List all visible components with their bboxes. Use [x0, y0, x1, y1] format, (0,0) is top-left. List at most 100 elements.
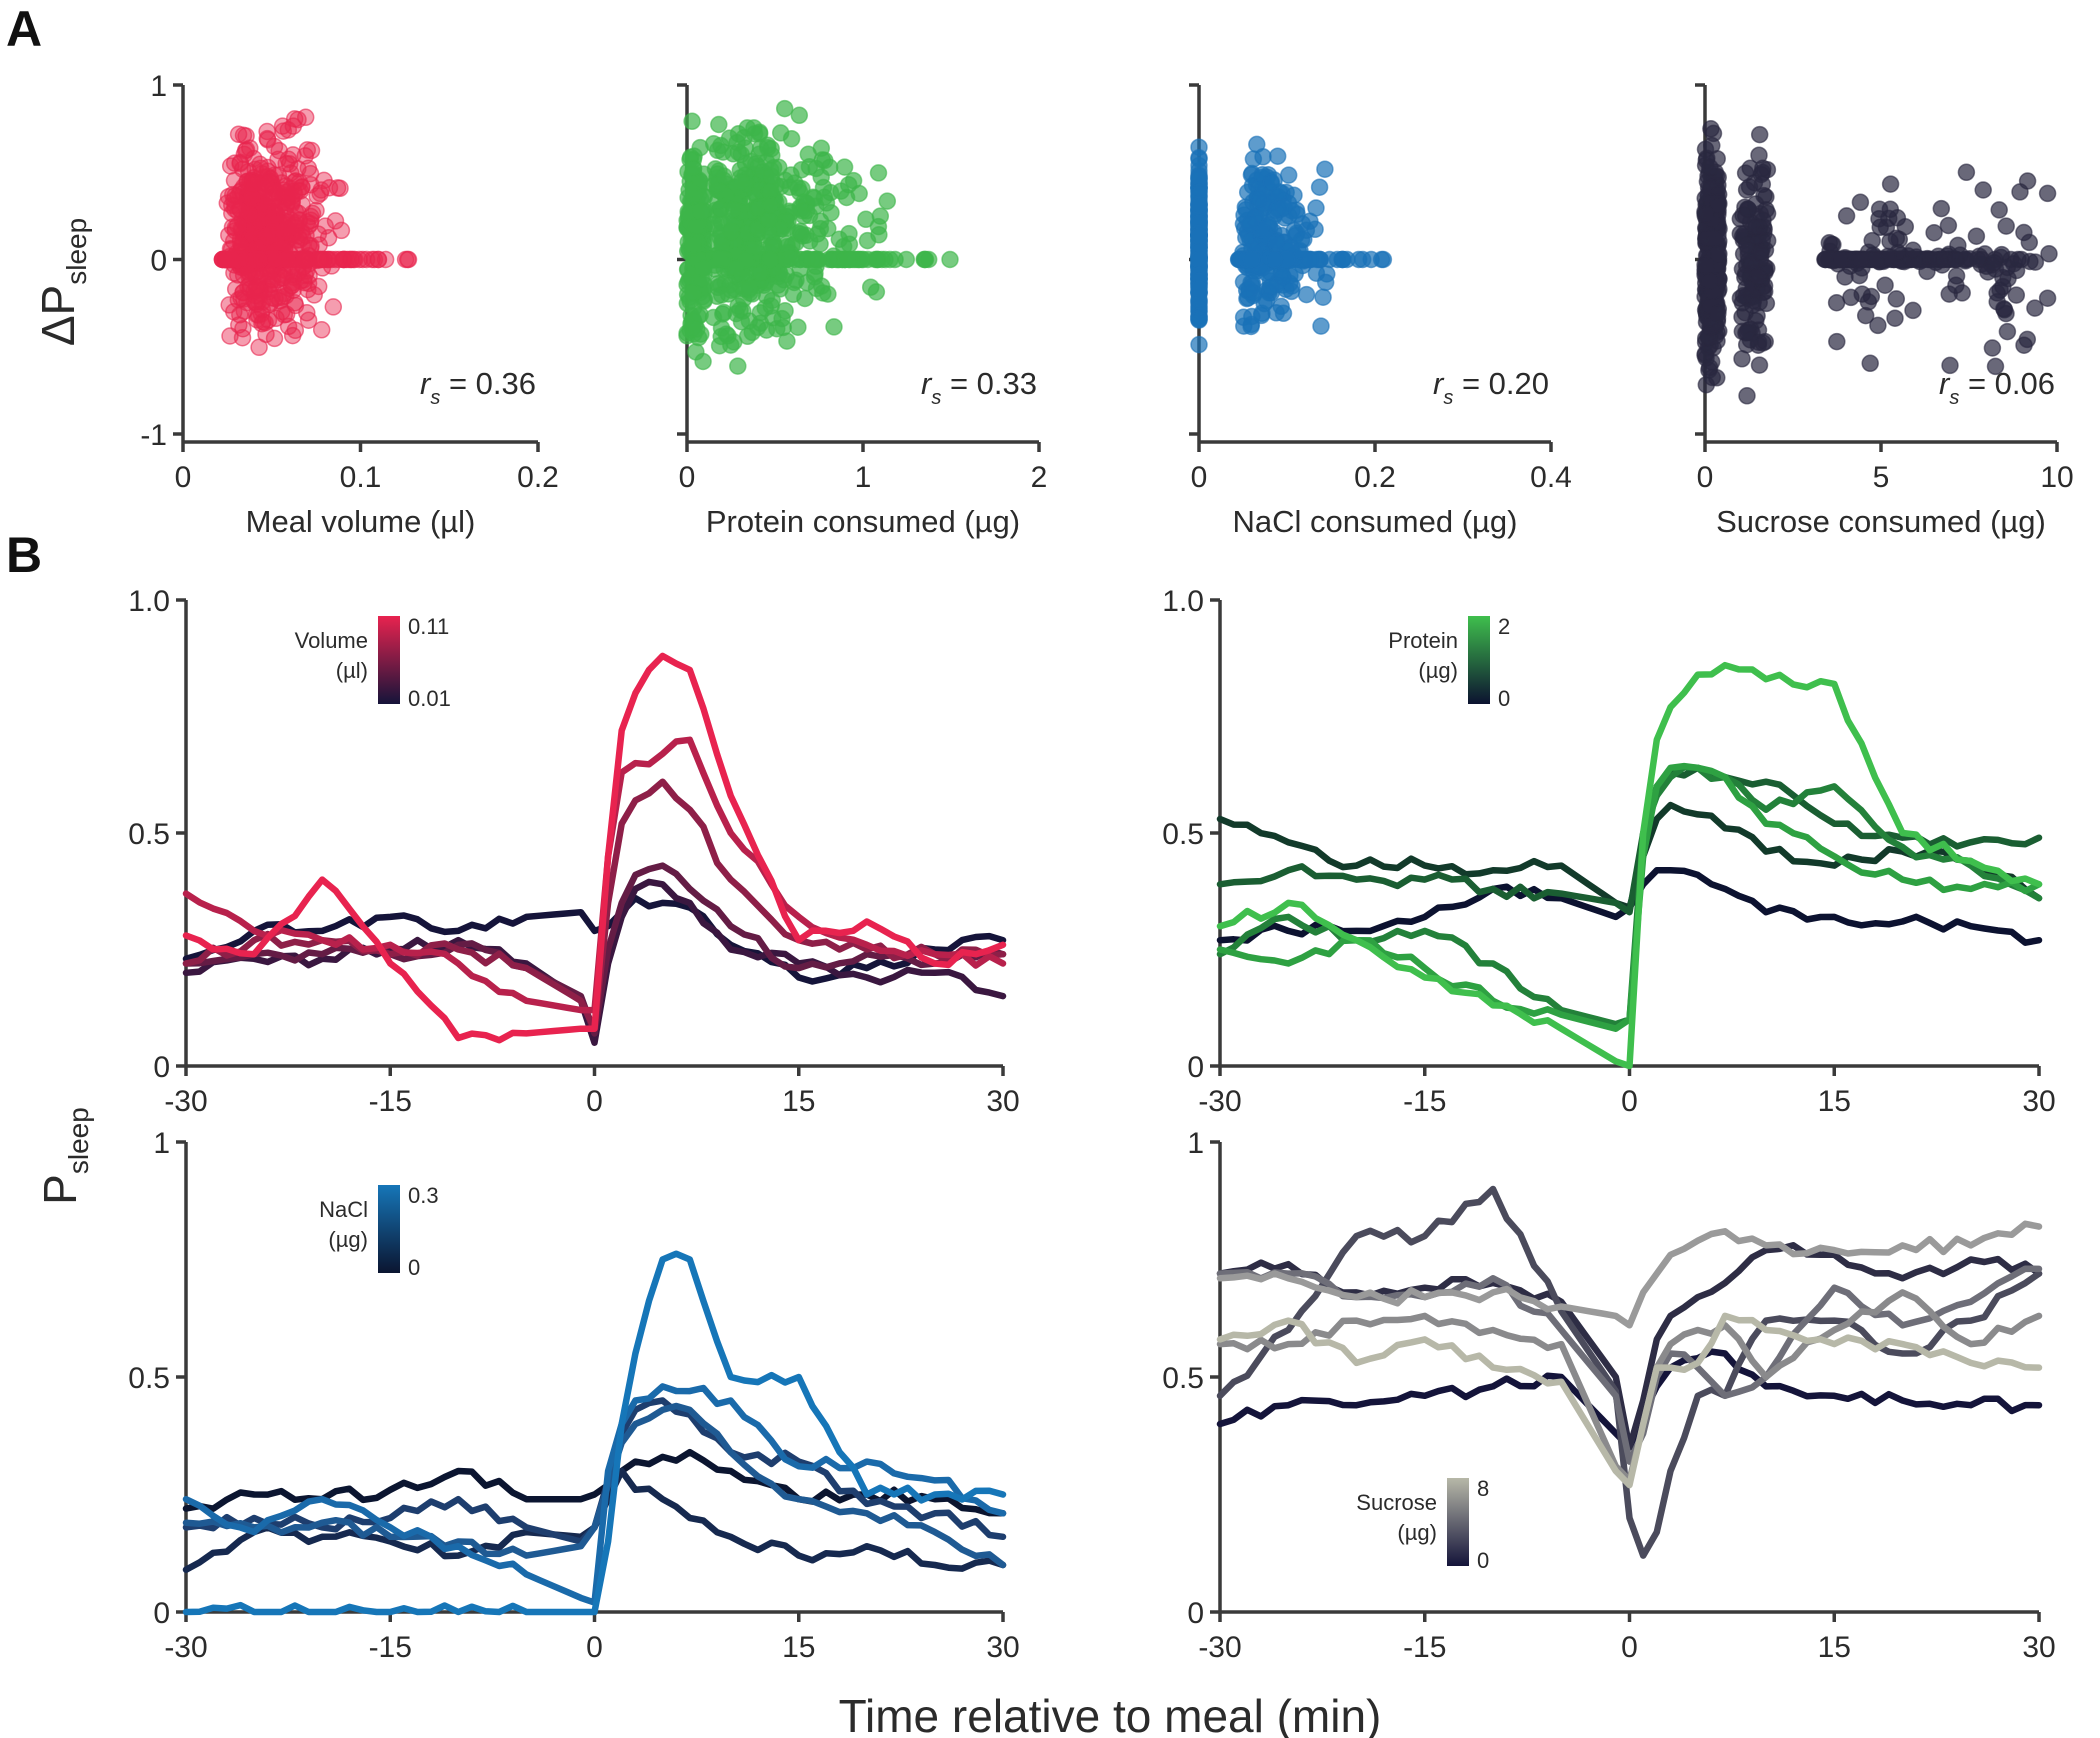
series-lines	[182, 1250, 1007, 1616]
scatter-point	[2038, 289, 2057, 307]
scatter-point	[300, 266, 318, 285]
scatter-point	[1990, 201, 2008, 219]
x-tick-label: 15	[782, 1085, 815, 1118]
scatter-point	[705, 215, 723, 234]
scatter-point	[684, 236, 702, 254]
x-tick-label: 30	[986, 1085, 1019, 1118]
colorbar: 2 0 Protein (µg)	[1388, 614, 1510, 711]
x-tick-label: 0	[1621, 1085, 1638, 1118]
scatter-point	[684, 283, 702, 302]
scatter-point	[748, 318, 767, 337]
x-tick-label: 5	[1873, 461, 1890, 494]
panel-b-ylabel: Psleep	[34, 1107, 94, 1205]
y-tick-label: 1	[150, 70, 167, 103]
scatter-point	[1190, 150, 1208, 168]
scatter-point	[228, 216, 247, 235]
colorbar-unit: (µl)	[336, 658, 368, 683]
scatter-point	[1998, 322, 2017, 341]
scatter-point	[1983, 339, 2002, 357]
scatter-point	[732, 173, 751, 191]
x-tick-label: -30	[1198, 1085, 1241, 1118]
scatter-point	[1746, 195, 1765, 213]
scatter-point	[1932, 199, 1951, 218]
scatter-point	[226, 280, 245, 298]
scatter-point	[309, 225, 328, 243]
scatter-point	[1881, 175, 1900, 193]
x-tick-label: 2	[1031, 461, 1048, 494]
scatter-point	[1242, 250, 1261, 269]
scatter-point	[819, 219, 837, 238]
scatter-point	[1709, 304, 1727, 323]
scatter-point	[258, 227, 276, 246]
colorbar-min-label: 0	[1498, 686, 1510, 711]
scatter-point	[324, 298, 343, 316]
scatter-point	[760, 182, 779, 200]
y-tick-label: 0.5	[128, 818, 170, 851]
y-tick-label: 1.0	[128, 585, 170, 618]
scatter-point	[782, 129, 801, 148]
x-tick-label: 0	[1697, 461, 1714, 494]
scatter-point	[805, 189, 824, 207]
x-tick-label: 0.4	[1530, 461, 1572, 494]
colorbar-unit: (µg)	[328, 1227, 368, 1252]
scatter-point	[1316, 273, 1335, 292]
y-tick-label: 0.5	[1162, 818, 1204, 851]
scatter-point	[363, 250, 381, 269]
scatter-point	[1947, 267, 1966, 285]
scatter-point	[1876, 276, 1894, 294]
scatter-point	[1706, 230, 1724, 248]
scatter-point	[1842, 288, 1860, 307]
scatter-point	[1250, 189, 1269, 208]
scatter-sucrose-chart: 0 5 10 Sucrose consumed (µg) rs = 0.06	[1695, 83, 2074, 539]
colorbar-unit: (µg)	[1397, 1520, 1437, 1545]
scatter-point	[2038, 184, 2057, 203]
scatter-point	[231, 154, 249, 173]
panel-b-ylabel-main: P	[34, 1174, 86, 1205]
scatter-point	[807, 279, 826, 298]
scatter-point	[1734, 206, 1752, 224]
colorbar: 8 0 Sucrose (µg)	[1356, 1476, 1489, 1573]
panel-b-ylabel-sub: sleep	[63, 1107, 94, 1174]
scatter-point	[708, 287, 726, 306]
scatter-point	[229, 125, 248, 144]
scatter-point	[835, 158, 854, 176]
scatter-point	[897, 250, 916, 269]
scatter-point	[1863, 231, 1881, 250]
scatter-point	[1750, 356, 1769, 374]
scatter-point	[1372, 250, 1391, 269]
scatter-point	[1703, 136, 1721, 155]
series-line-sucrose-3	[1216, 1185, 2043, 1559]
scatter-point	[1836, 268, 1854, 286]
scatter-point	[282, 164, 300, 182]
x-tick-label: 30	[2022, 1085, 2055, 1118]
x-tick-label: 0	[1621, 1631, 1638, 1664]
scatter-point	[369, 250, 387, 269]
scatter-point	[1710, 245, 1728, 263]
correlation-annotation: rs = 0.33	[921, 366, 1037, 409]
scatter-point	[839, 250, 858, 269]
scatter-point	[1967, 227, 1986, 245]
colorbar-gradient	[378, 1185, 400, 1273]
scatter-point	[1750, 125, 1769, 144]
scatter-point	[1754, 159, 1772, 178]
scatter-point	[1190, 250, 1208, 269]
scatter-point	[760, 211, 778, 229]
scatter-point	[1279, 166, 1298, 184]
scatter-point	[282, 277, 301, 295]
x-tick-label: 0.1	[340, 461, 382, 494]
scatter-point	[727, 259, 745, 278]
colorbar: 0.3 0 NaCl (µg)	[319, 1183, 439, 1280]
y-tick-label: 0	[1187, 1597, 1204, 1630]
scatter-point	[1274, 267, 1292, 286]
x-tick-label: -30	[1198, 1631, 1241, 1664]
scatter-point	[1738, 387, 1756, 405]
scatter-point	[263, 191, 282, 210]
scatter-nacl-chart: 0 0.2 0.4 NaCl consumed (µg) rs = 0.20	[1189, 83, 1572, 539]
lines-protein-chart: -30 -15 0 15 30 0 0.5 1.0 2 0 Protein (µg)	[1162, 585, 2055, 1118]
scatter-point	[2015, 223, 2033, 242]
y-tick-label: 0.5	[128, 1362, 170, 1395]
panel-a-ylabel-sub: sleep	[61, 218, 92, 285]
scatter-point	[761, 196, 780, 215]
scatter-point	[309, 277, 328, 296]
scatter-point	[1265, 250, 1284, 269]
